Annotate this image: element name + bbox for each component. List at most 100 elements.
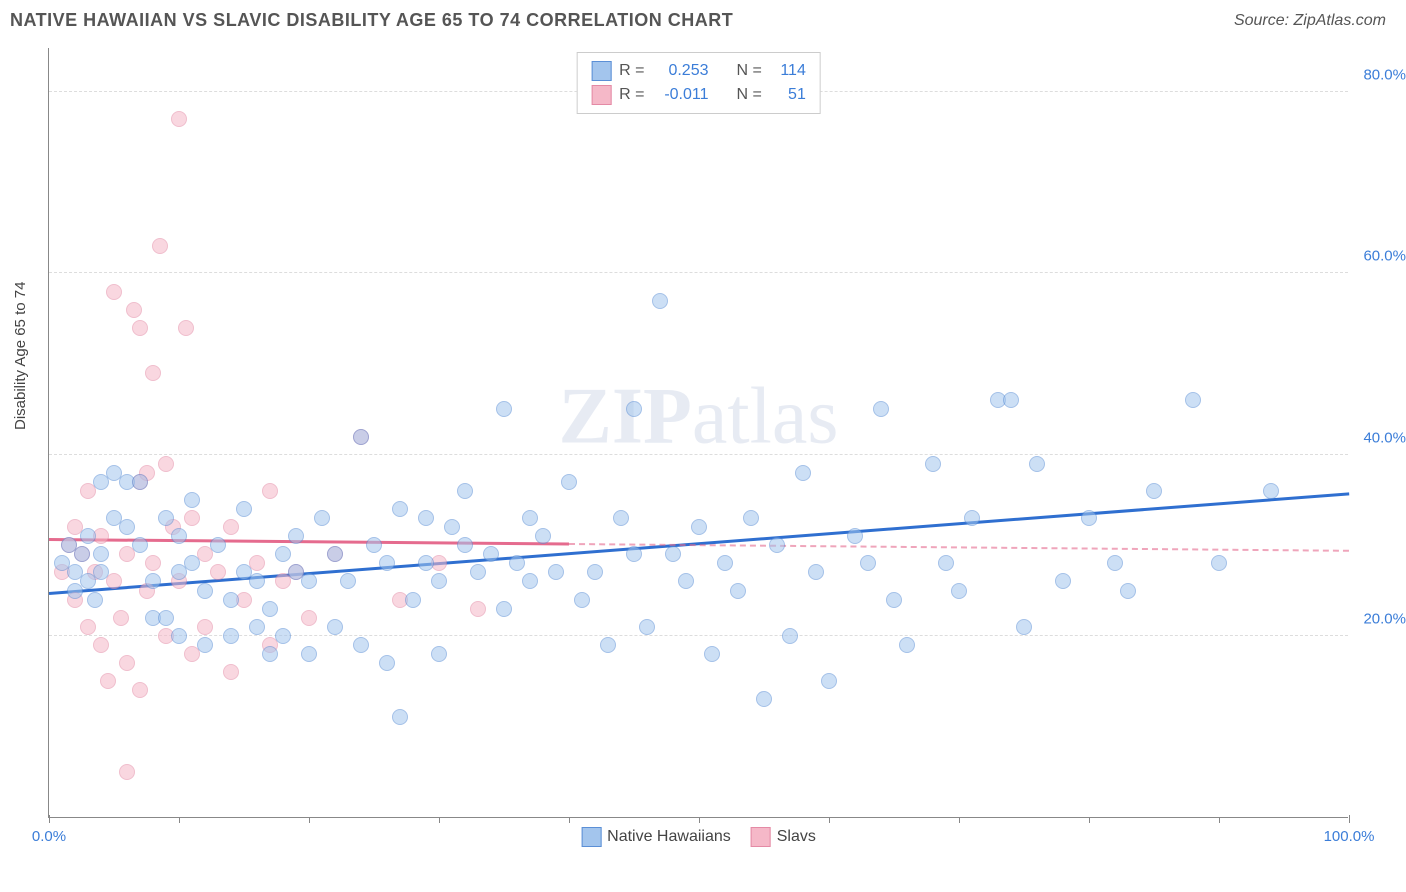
data-point [106,573,122,589]
r-label: R = [619,83,644,107]
data-point [249,619,265,635]
data-point [340,573,356,589]
data-point [327,546,343,562]
series-legend-item: Native Hawaiians [581,827,731,847]
data-point [405,592,421,608]
data-point [171,628,187,644]
n-label: N = [737,83,762,107]
data-point [964,510,980,526]
y-tick-label: 40.0% [1363,429,1406,446]
data-point [158,456,174,472]
data-point [509,555,525,571]
data-point [106,284,122,300]
data-point [1120,583,1136,599]
data-point [665,546,681,562]
data-point [1016,619,1032,635]
data-point [678,573,694,589]
data-point [418,555,434,571]
correlation-legend: R =0.253N =114R =-0.011N =51 [576,52,821,114]
data-point [197,637,213,653]
data-point [184,555,200,571]
data-point [197,583,213,599]
data-point [223,628,239,644]
data-point [470,564,486,580]
data-point [899,637,915,653]
data-point [496,601,512,617]
data-point [1107,555,1123,571]
data-point [158,510,174,526]
series-legend-item: Slavs [751,827,816,847]
chart-source: Source: ZipAtlas.com [1234,12,1386,30]
data-point [80,619,96,635]
data-point [100,673,116,689]
trend-line-dashed [569,543,1349,552]
data-point [418,510,434,526]
legend-swatch [581,827,601,847]
data-point [769,537,785,553]
data-point [847,528,863,544]
data-point [132,537,148,553]
trend-line [49,538,569,546]
data-point [93,474,109,490]
data-point [925,456,941,472]
data-point [860,555,876,571]
data-point [730,583,746,599]
data-point [496,401,512,417]
data-point [379,555,395,571]
x-tick [829,817,830,823]
gridline [49,635,1348,636]
data-point [743,510,759,526]
data-point [197,619,213,635]
data-point [113,610,129,626]
chart-title: NATIVE HAWAIIAN VS SLAVIC DISABILITY AGE… [10,10,733,31]
data-point [223,592,239,608]
y-tick-label: 80.0% [1363,67,1406,84]
data-point [483,546,499,562]
correlation-legend-row: R =-0.011N =51 [591,83,806,107]
x-tick [49,815,50,823]
data-point [275,628,291,644]
data-point [704,646,720,662]
data-point [119,655,135,671]
legend-swatch [751,827,771,847]
data-point [392,501,408,517]
data-point [145,573,161,589]
data-point [886,592,902,608]
data-point [223,519,239,535]
chart-header: NATIVE HAWAIIAN VS SLAVIC DISABILITY AGE… [0,0,1406,39]
data-point [938,555,954,571]
x-tick [569,817,570,823]
data-point [652,293,668,309]
data-point [184,510,200,526]
data-point [535,528,551,544]
data-point [80,528,96,544]
data-point [275,546,291,562]
data-point [522,510,538,526]
data-point [210,564,226,580]
data-point [353,429,369,445]
data-point [639,619,655,635]
data-point [87,592,103,608]
x-tick [1089,817,1090,823]
x-tick [309,817,310,823]
n-label: N = [737,59,762,83]
data-point [457,483,473,499]
data-point [691,519,707,535]
data-point [587,564,603,580]
data-point [288,528,304,544]
data-point [119,519,135,535]
data-point [392,709,408,725]
data-point [717,555,733,571]
data-point [379,655,395,671]
y-tick-label: 20.0% [1363,610,1406,627]
data-point [262,483,278,499]
r-value: 0.253 [653,59,709,83]
scatter-chart: ZIPatlas 20.0%40.0%60.0%80.0%0.0%100.0%R… [48,48,1348,818]
data-point [431,646,447,662]
data-point [106,510,122,526]
data-point [457,537,473,553]
x-tick [439,817,440,823]
data-point [626,401,642,417]
data-point [184,492,200,508]
data-point [1003,392,1019,408]
